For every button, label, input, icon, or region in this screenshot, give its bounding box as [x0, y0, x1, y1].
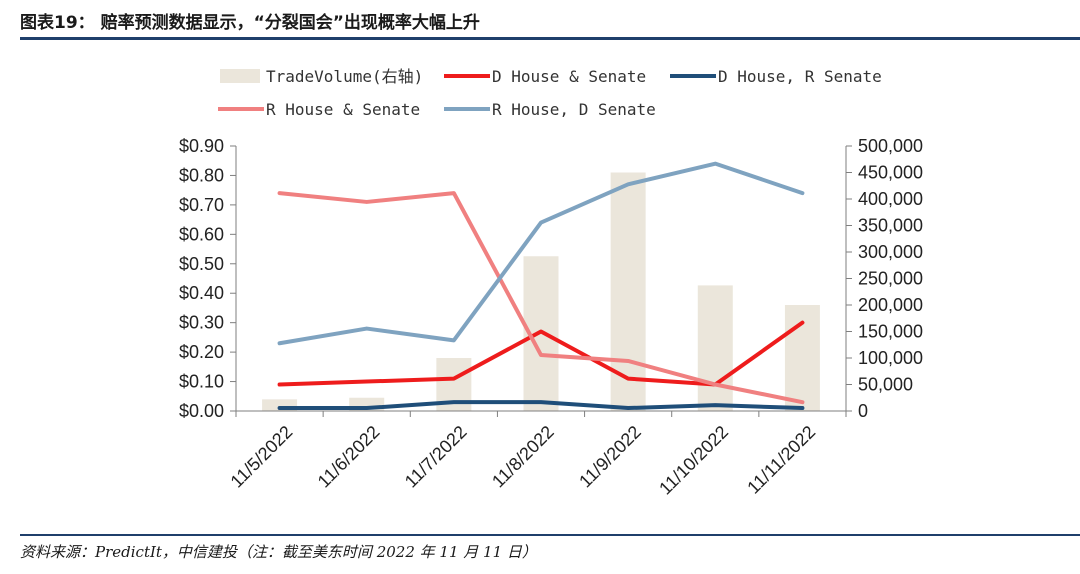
- x-tick-label: 11/6/2022: [314, 422, 384, 492]
- right-tick-label: 450,000: [858, 163, 923, 183]
- source-note: 资料来源：PredictIt，中信建投（注：截至美东时间 2022 年 11 月…: [20, 543, 537, 561]
- right-tick-label: 250,000: [858, 269, 923, 289]
- volume-bars: [262, 172, 820, 411]
- right-tick-label: 400,000: [858, 189, 923, 209]
- x-tick-label: 11/11/2022: [743, 422, 819, 498]
- bottom-rule: [20, 534, 1080, 536]
- x-tick-label: 11/10/2022: [655, 422, 732, 499]
- line-r-house-senate: [277, 191, 805, 405]
- left-tick-label: $0.70: [179, 195, 224, 215]
- legend-label: D House & Senate: [492, 67, 646, 86]
- top-rule: [20, 37, 1080, 40]
- line-d-house-r-senate: [277, 400, 805, 411]
- bar-tradevolume-5: [610, 172, 646, 411]
- chart-title: 图表19： 赔率预测数据显示，“分裂国会”出现概率大幅上升: [20, 13, 480, 33]
- legend: TradeVolume(右轴) D House & Senate D House, …: [218, 67, 882, 119]
- right-tick-label: 350,000: [858, 216, 923, 236]
- x-tick-label: 11/8/2022: [488, 422, 558, 492]
- series-lines: [277, 161, 805, 411]
- x-tick-label: 11/5/2022: [227, 422, 297, 492]
- left-tick-label: $0.80: [179, 165, 224, 185]
- legend-label: R House & Senate: [266, 100, 420, 119]
- right-tick-label: 500,000: [858, 136, 923, 156]
- legend-swatch-tradevolume: [220, 69, 260, 83]
- left-tick-label: $0.60: [179, 224, 224, 244]
- right-tick-label: 50,000: [858, 375, 913, 395]
- legend-label: TradeVolume(右轴): [266, 67, 423, 86]
- axes: $0.00 $0.10 $0.20 $0.30 $0.40 $0.50 $0.60 $0.70…: [179, 136, 923, 421]
- left-tick-label: $0.30: [179, 313, 224, 333]
- legend-label: R House, D Senate: [492, 100, 656, 119]
- right-tick-label: 300,000: [858, 242, 923, 262]
- left-tick-label: $0.20: [179, 342, 224, 362]
- left-tick-label: $0.40: [179, 283, 224, 303]
- x-axis-labels: 11/5/2022 11/6/2022 11/7/2022 11/8/2022 11/9…: [227, 422, 820, 499]
- left-tick-label: $0.10: [179, 372, 224, 392]
- left-tick-label: $0.00: [179, 401, 224, 421]
- x-tick-label: 11/7/2022: [401, 422, 471, 492]
- legend-label: D House, R Senate: [718, 67, 882, 86]
- bar-tradevolume-1: [262, 399, 298, 411]
- bar-tradevolume-6: [697, 285, 733, 411]
- right-tick-label: 100,000: [858, 348, 923, 368]
- x-tick-label: 11/9/2022: [575, 422, 645, 492]
- left-tick-label: $0.50: [179, 254, 224, 274]
- left-tick-label: $0.90: [179, 136, 224, 156]
- right-tick-label: 200,000: [858, 295, 923, 315]
- line-r-house-d-senate: [277, 161, 805, 346]
- right-tick-label: 0: [858, 401, 868, 421]
- right-tick-label: 150,000: [858, 322, 923, 342]
